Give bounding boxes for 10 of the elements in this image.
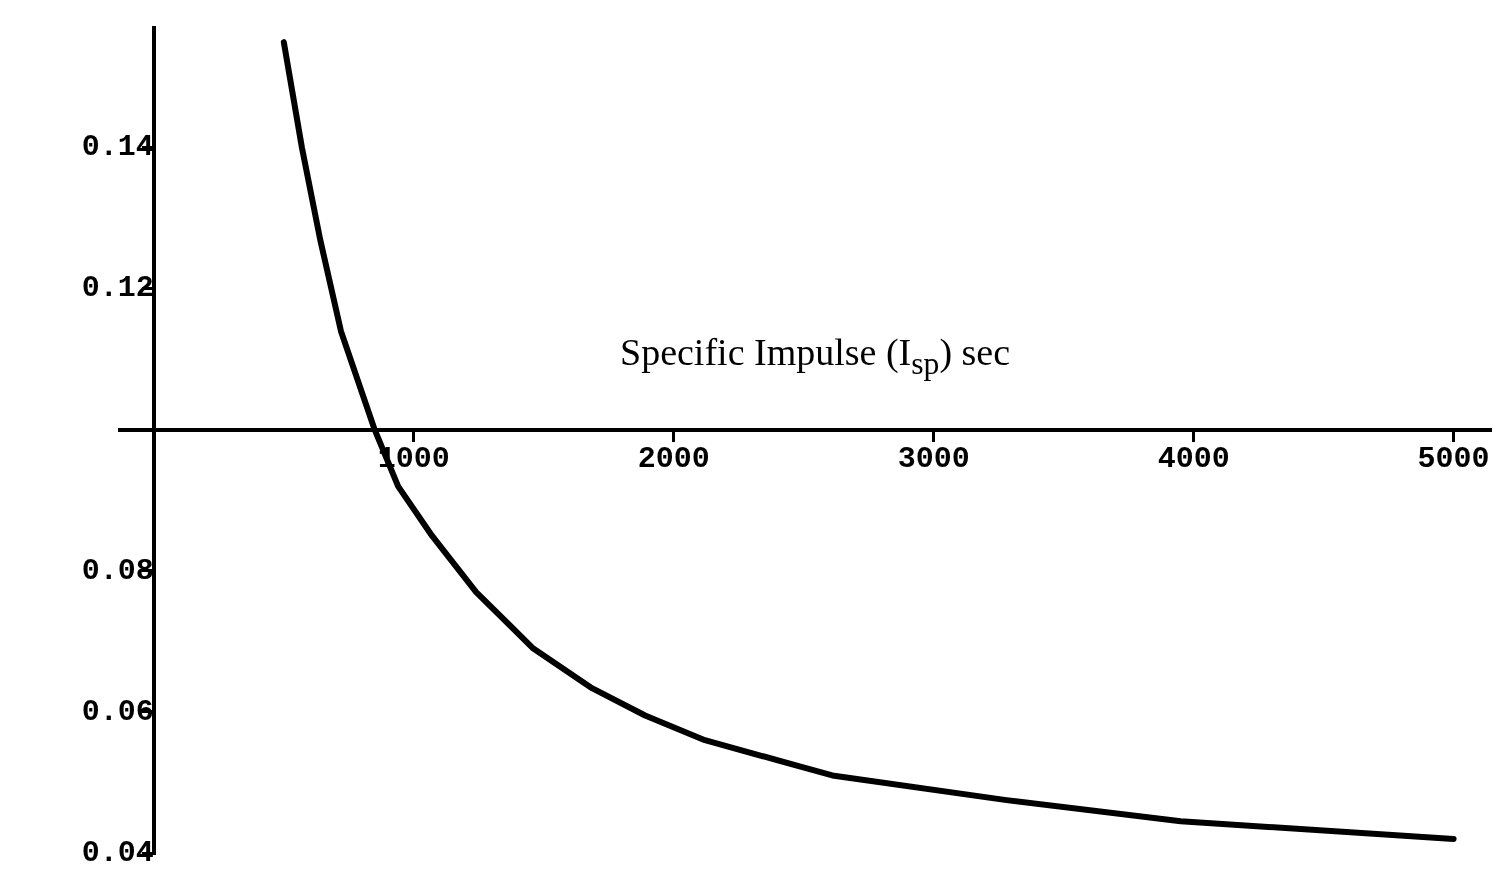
y-tick-label: 0.06	[81, 694, 154, 729]
x-axis-title: Specific Impulse (I$_{sp}$) sec	[620, 330, 1011, 382]
x-tick-label: 2000	[637, 442, 710, 477]
x-tick-label: 4000	[1157, 442, 1230, 477]
y-tick-label: 0.14	[81, 130, 154, 165]
y-tick-label: 0.12	[81, 271, 154, 306]
x-tick-label: 5000	[1417, 442, 1490, 477]
y-tick-label: 0.08	[81, 553, 154, 588]
x-tick-label: 3000	[897, 442, 970, 477]
y-tick-label: 0.04	[81, 835, 154, 870]
